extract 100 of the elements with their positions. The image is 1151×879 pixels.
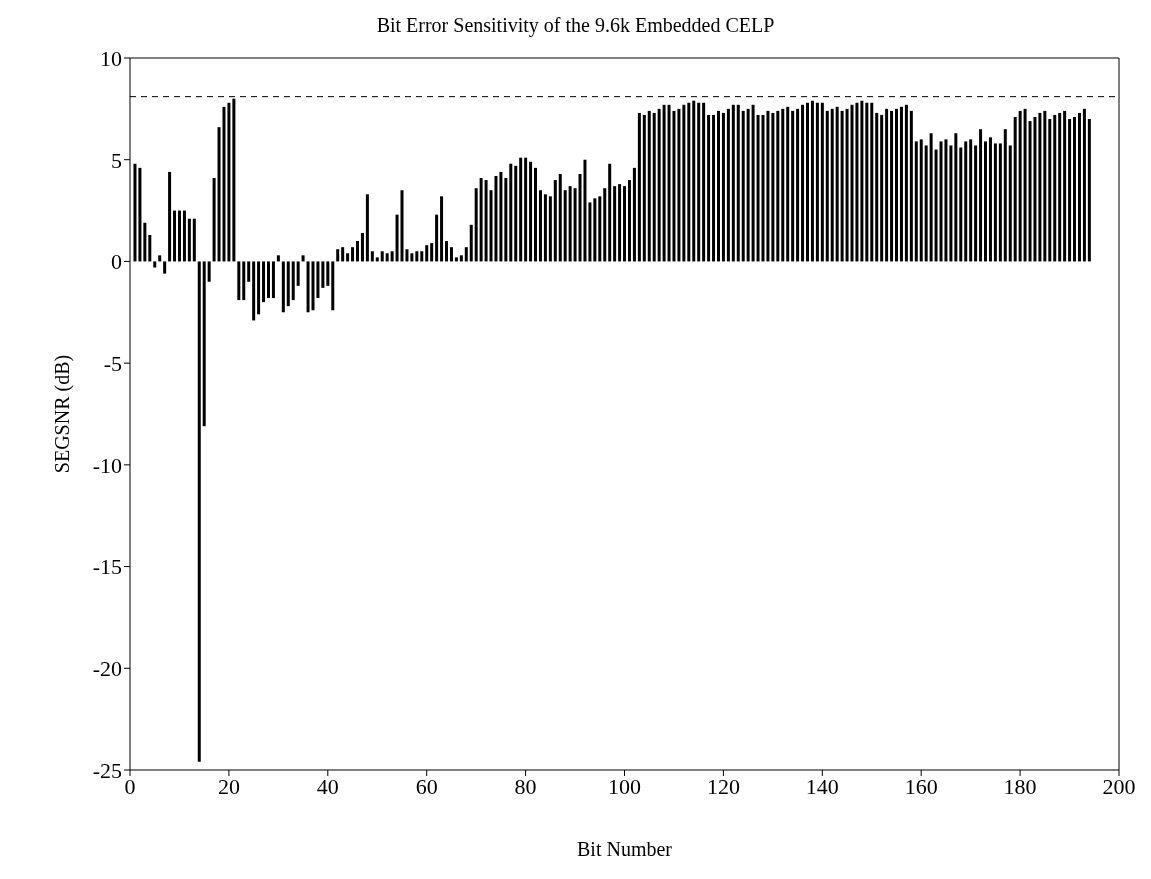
bar [420,251,424,262]
bar [286,261,290,307]
x-axis-title: Bit Number [577,838,673,861]
bar [959,147,963,262]
bar [890,110,894,262]
bar [707,114,711,262]
bar [445,241,449,262]
bar [919,139,923,262]
bar [741,110,745,262]
bar [212,178,216,262]
bar [459,255,463,262]
bar [380,251,384,262]
bar [860,100,864,262]
bar [296,261,300,286]
bar [440,196,444,262]
bar [454,257,458,262]
bar [815,102,819,262]
bar [998,143,1002,262]
x-tick-label: 160 [904,773,938,799]
bar [712,114,716,262]
bar [479,178,483,262]
bar [1043,110,1047,262]
bar [776,110,780,262]
bar [929,133,933,262]
bar [192,218,196,262]
bar [430,243,434,262]
bar [627,180,631,262]
bar [721,112,725,262]
bar [153,261,157,268]
bar [583,159,587,262]
bar [603,188,607,262]
bar [647,110,651,262]
bar [751,104,755,262]
bar [761,114,765,262]
bar [682,104,686,262]
bar [934,149,938,262]
bar [692,100,696,262]
bar [726,108,730,262]
bar [395,214,399,262]
bar [326,261,330,286]
bar [657,108,661,262]
y-tick-label: -5 [103,350,122,376]
bar [835,106,839,262]
bar [652,112,656,262]
bar [504,178,508,262]
bar [494,175,498,262]
bar [281,261,285,313]
y-tick-label: -20 [92,656,122,682]
bar [845,108,849,262]
bar [415,251,419,262]
bar [1003,129,1007,262]
bar [410,253,414,262]
y-tick-label: 5 [111,147,122,173]
bar [1077,112,1081,262]
x-tick-label: 20 [217,773,240,799]
bar [974,145,978,262]
bar [187,218,191,262]
bar [474,188,478,262]
bar [1023,108,1027,262]
bar [321,261,325,288]
x-tick-label: 100 [608,773,641,799]
bar [163,261,167,274]
bar [805,102,809,262]
bar [222,106,226,262]
bar [840,110,844,262]
bar [514,165,518,262]
bar [1068,119,1072,262]
bar [756,114,760,262]
bar [608,163,612,262]
bar [870,102,874,262]
bar [563,190,567,262]
bar [242,261,246,301]
bar [168,171,172,262]
bar [435,214,439,262]
bar [1053,114,1057,262]
bar [801,104,805,262]
bar [1063,110,1067,262]
x-tick-label: 120 [706,773,740,799]
bar [702,102,706,262]
bar [548,196,552,262]
bar [969,139,973,262]
bar [449,247,453,262]
bar [232,98,236,262]
bar [736,104,740,262]
bar [1008,145,1012,262]
bar [850,104,854,262]
bar [177,210,181,262]
bar [207,261,211,282]
bar [588,202,592,262]
bar [227,102,231,262]
bar [351,247,355,262]
bar [820,102,824,262]
bar [484,180,488,262]
x-tick-label: 200 [1102,773,1136,799]
bar [519,157,523,262]
bar [365,194,369,262]
bar [197,261,201,762]
bar [731,104,735,262]
bar [311,261,315,311]
bar [593,198,597,262]
